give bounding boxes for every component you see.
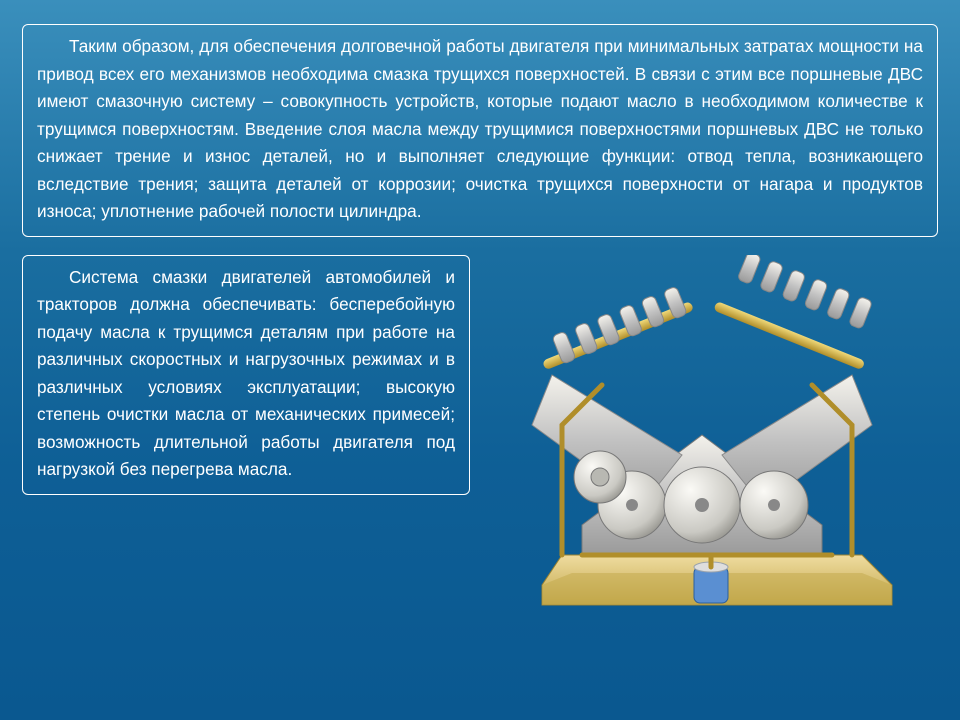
bottom-paragraph: Система смазки двигателей автомобилей и … <box>37 264 455 484</box>
slide: Таким образом, для обеспечения долговечн… <box>0 0 960 720</box>
engine-diagram-icon <box>492 255 932 625</box>
front-cover <box>574 451 626 503</box>
lower-row: Система смазки двигателей автомобилей и … <box>22 255 938 625</box>
bottom-text-panel: Система смазки двигателей автомобилей и … <box>22 255 470 495</box>
top-paragraph: Таким образом, для обеспечения долговечн… <box>37 33 923 226</box>
crankshaft <box>598 467 808 543</box>
top-text-panel: Таким образом, для обеспечения долговечн… <box>22 24 938 237</box>
engine-diagram-wrap <box>486 255 938 625</box>
